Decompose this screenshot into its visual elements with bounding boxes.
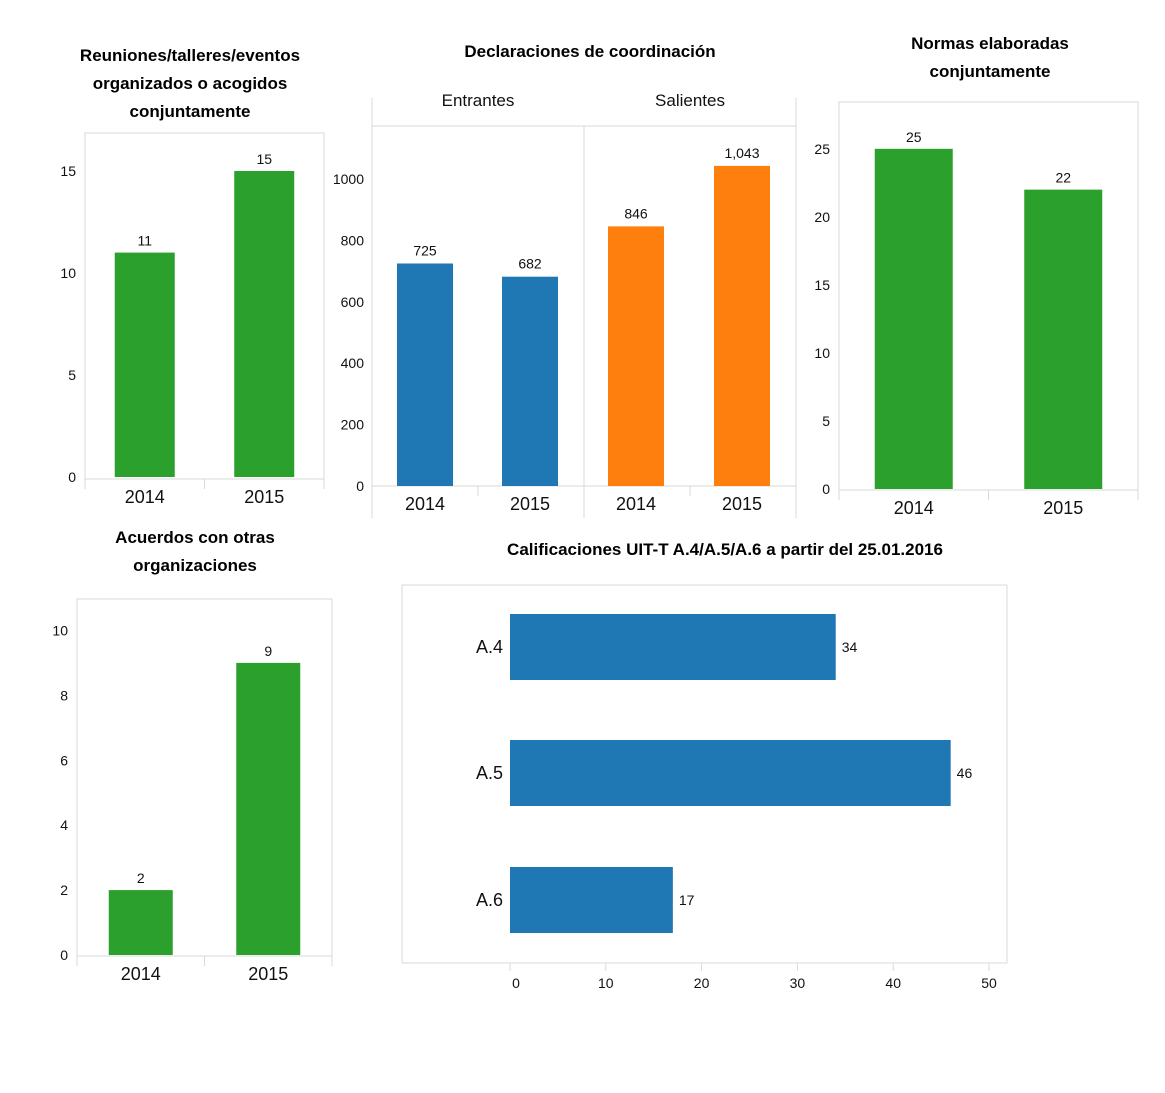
- declaraciones-data-label: 682: [518, 256, 542, 272]
- calificaciones-bar: [510, 614, 836, 680]
- acuerdos-ytick-label: 2: [60, 882, 68, 898]
- declaraciones-xtick-label: 2014: [616, 494, 656, 514]
- reuniones-ytick-label: 15: [60, 163, 76, 179]
- declaraciones-data-label: 846: [624, 205, 648, 221]
- calificaciones-data-label: 17: [679, 892, 695, 908]
- acuerdos-data-label: 9: [264, 643, 272, 659]
- normas-ytick-label: 5: [822, 413, 830, 429]
- declaraciones-ytick-label: 200: [341, 417, 365, 433]
- normas-ytick-label: 15: [814, 277, 830, 293]
- calificaciones-bar: [510, 740, 951, 806]
- calificaciones-xtick-label: 0: [512, 975, 520, 991]
- calificaciones-data-label: 34: [842, 639, 858, 655]
- acuerdos-ytick-label: 8: [60, 687, 68, 703]
- normas-xtick-label: 2015: [1043, 498, 1083, 518]
- reuniones-xtick-label: 2014: [125, 487, 165, 507]
- declaraciones-xtick-label: 2015: [722, 494, 762, 514]
- declaraciones-ytick-label: 400: [341, 355, 365, 371]
- acuerdos-xtick-label: 2014: [121, 964, 161, 984]
- declaraciones-ytick-label: 800: [341, 232, 365, 248]
- normas-data-label: 22: [1055, 170, 1071, 186]
- chart-title-reuniones: Reuniones/talleres/eventos organizados o…: [79, 46, 301, 121]
- declaraciones-bar: [608, 226, 664, 486]
- calificaciones-category-label: A.6: [476, 890, 503, 910]
- declaraciones-xtick-label: 2014: [405, 494, 445, 514]
- normas-ytick-label: 10: [814, 345, 830, 361]
- acuerdos-ytick-label: 4: [60, 817, 68, 833]
- declaraciones-xtick-label: 2015: [510, 494, 550, 514]
- declaraciones-data-label: 725: [413, 243, 437, 259]
- declaraciones-bar: [502, 276, 558, 486]
- reuniones-ytick-label: 5: [68, 367, 76, 383]
- calificaciones-category-label: A.4: [476, 637, 503, 657]
- calificaciones-xtick-label: 30: [790, 975, 806, 991]
- declaraciones-ytick-label: 600: [341, 294, 365, 310]
- calificaciones-category-label: A.5: [476, 763, 503, 783]
- declaraciones-panel-header: Salientes: [655, 91, 725, 110]
- calificaciones-xtick-label: 50: [981, 975, 997, 991]
- acuerdos-ytick-label: 0: [60, 947, 68, 963]
- reuniones-ytick-label: 10: [60, 265, 76, 281]
- chart-title-acuerdos: Acuerdos con otras organizaciones: [115, 528, 275, 575]
- calificaciones-xtick-label: 10: [598, 975, 614, 991]
- declaraciones-data-label: 1,043: [724, 145, 759, 161]
- declaraciones-panel-header: Entrantes: [442, 91, 515, 110]
- calificaciones-data-label: 46: [957, 765, 973, 781]
- calificaciones-bar: [510, 867, 673, 933]
- acuerdos-bar: [236, 662, 301, 955]
- reuniones-data-label: 11: [137, 233, 152, 249]
- acuerdos-data-label: 2: [137, 870, 145, 886]
- calificaciones-xtick-label: 20: [694, 975, 710, 991]
- normas-bar: [874, 148, 953, 490]
- declaraciones-bar: [714, 165, 770, 486]
- normas-bar: [1024, 189, 1103, 489]
- acuerdos-xtick-label: 2015: [248, 964, 288, 984]
- chart-title-normas: Normas elaboradas conjuntamente: [911, 34, 1069, 81]
- reuniones-data-label: 15: [256, 151, 272, 167]
- declaraciones-ytick-label: 1000: [333, 171, 364, 187]
- reuniones-xtick-label: 2015: [244, 487, 284, 507]
- acuerdos-ytick-label: 6: [60, 752, 68, 768]
- reuniones-ytick-label: 0: [68, 469, 76, 485]
- chart-title-declaraciones: Declaraciones de coordinación: [464, 42, 716, 61]
- calificaciones-xtick-label: 40: [885, 975, 901, 991]
- normas-ytick-label: 25: [814, 141, 830, 157]
- reuniones-bar: [234, 171, 295, 477]
- normas-ytick-label: 20: [814, 209, 830, 225]
- reuniones-bar: [114, 252, 175, 477]
- normas-data-label: 25: [906, 129, 922, 145]
- declaraciones-ytick-label: 0: [356, 478, 364, 494]
- acuerdos-bar: [108, 890, 173, 955]
- chart-title-calificaciones: Calificaciones UIT-T A.4/A.5/A.6 a parti…: [507, 540, 943, 559]
- normas-ytick-label: 0: [822, 481, 830, 497]
- acuerdos-ytick-label: 10: [52, 622, 68, 638]
- declaraciones-bar: [397, 263, 453, 486]
- normas-xtick-label: 2014: [894, 498, 934, 518]
